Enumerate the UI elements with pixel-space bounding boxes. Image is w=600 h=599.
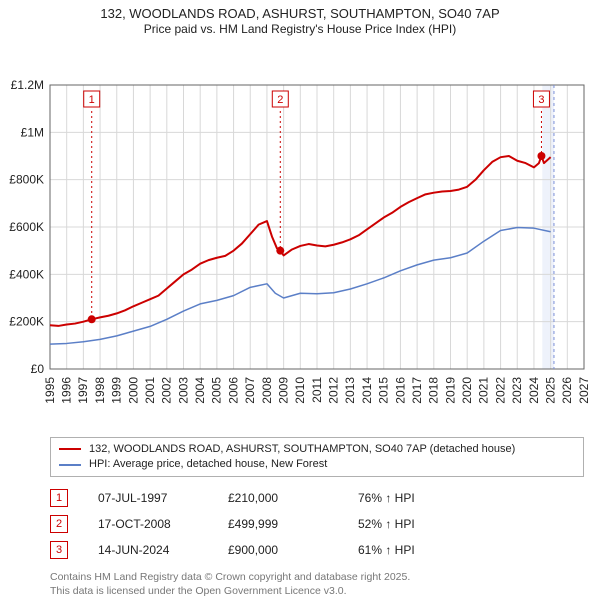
- x-tick-label: 2015: [377, 376, 391, 403]
- y-tick-label: £0: [31, 362, 45, 376]
- x-tick-label: 2004: [193, 376, 207, 403]
- x-tick-label: 2007: [243, 376, 257, 403]
- x-tick-label: 2005: [210, 376, 224, 403]
- marker-dot: [276, 246, 284, 254]
- x-tick-label: 2023: [510, 376, 524, 403]
- x-tick-label: 2002: [160, 376, 174, 403]
- event-row: 1 07-JUL-1997 £210,000 76% ↑ HPI: [50, 485, 584, 511]
- legend-swatch: [59, 448, 81, 450]
- y-tick-label: £600K: [9, 220, 44, 234]
- x-tick-label: 2016: [393, 376, 407, 403]
- x-tick-label: 2018: [427, 376, 441, 403]
- event-price: £900,000: [228, 543, 328, 557]
- x-tick-label: 2022: [493, 376, 507, 403]
- footer-attribution: Contains HM Land Registry data © Crown c…: [50, 571, 584, 598]
- legend-item: HPI: Average price, detached house, New …: [59, 457, 575, 472]
- x-tick-label: 2008: [260, 376, 274, 403]
- x-tick-label: 2019: [443, 376, 457, 403]
- y-tick-label: £1.2M: [11, 78, 44, 92]
- x-tick-label: 2021: [477, 376, 491, 403]
- x-tick-label: 2020: [460, 376, 474, 403]
- legend: 132, WOODLANDS ROAD, ASHURST, SOUTHAMPTO…: [50, 437, 584, 478]
- legend-label: 132, WOODLANDS ROAD, ASHURST, SOUTHAMPTO…: [89, 442, 515, 457]
- x-tick-label: 2011: [310, 376, 324, 402]
- x-tick-label: 2013: [343, 376, 357, 403]
- marker-label: 1: [89, 94, 95, 106]
- legend-swatch: [59, 464, 81, 466]
- y-tick-label: £200K: [9, 314, 44, 328]
- chart-title: 132, WOODLANDS ROAD, ASHURST, SOUTHAMPTO…: [0, 0, 600, 22]
- event-delta: 52% ↑ HPI: [358, 517, 458, 531]
- event-delta: 61% ↑ HPI: [358, 543, 458, 557]
- y-tick-label: £400K: [9, 267, 44, 281]
- x-tick-label: 2003: [176, 376, 190, 403]
- event-date: 17-OCT-2008: [98, 517, 198, 531]
- event-delta: 76% ↑ HPI: [358, 491, 458, 505]
- events-table: 1 07-JUL-1997 £210,000 76% ↑ HPI 2 17-OCT-200…: [50, 485, 584, 563]
- x-tick-label: 2012: [327, 376, 341, 403]
- x-tick-label: 2014: [360, 376, 374, 403]
- x-tick-label: 2026: [560, 376, 574, 403]
- x-tick-label: 2025: [543, 376, 557, 403]
- event-number: 3: [50, 541, 68, 559]
- event-price: £499,999: [228, 517, 328, 531]
- legend-item: 132, WOODLANDS ROAD, ASHURST, SOUTHAMPTO…: [59, 442, 575, 457]
- x-tick-label: 1998: [93, 376, 107, 403]
- y-tick-label: £800K: [9, 172, 44, 186]
- x-tick-label: 2010: [293, 376, 307, 403]
- x-tick-label: 2000: [126, 376, 140, 403]
- x-tick-label: 2009: [276, 376, 290, 403]
- x-tick-label: 1996: [60, 376, 74, 403]
- marker-label: 3: [538, 94, 544, 106]
- marker-label: 2: [277, 94, 283, 106]
- event-date: 07-JUL-1997: [98, 491, 198, 505]
- x-tick-label: 2006: [226, 376, 240, 403]
- event-price: £210,000: [228, 491, 328, 505]
- marker-dot: [537, 152, 545, 160]
- x-tick-label: 2024: [527, 376, 541, 403]
- y-tick-label: £1M: [21, 125, 44, 139]
- x-tick-label: 2027: [577, 376, 591, 403]
- x-tick-label: 1995: [43, 376, 57, 403]
- event-number: 1: [50, 489, 68, 507]
- legend-label: HPI: Average price, detached house, New …: [89, 457, 327, 472]
- chart-container: 132, WOODLANDS ROAD, ASHURST, SOUTHAMPTO…: [0, 0, 600, 590]
- x-tick-label: 1999: [110, 376, 124, 403]
- footer-line-2: This data is licensed under the Open Gov…: [50, 585, 584, 599]
- marker-dot: [88, 315, 96, 323]
- x-tick-label: 2017: [410, 376, 424, 403]
- chart-svg: £0£200K£400K£600K£800K£1M£1.2M1995199619…: [0, 37, 600, 433]
- x-tick-label: 1997: [76, 376, 90, 403]
- event-row: 3 14-JUN-2024 £900,000 61% ↑ HPI: [50, 537, 584, 563]
- chart-subtitle: Price paid vs. HM Land Registry's House …: [0, 22, 600, 36]
- footer-line-1: Contains HM Land Registry data © Crown c…: [50, 571, 584, 585]
- event-date: 14-JUN-2024: [98, 543, 198, 557]
- event-number: 2: [50, 515, 68, 533]
- chart-area: £0£200K£400K£600K£800K£1M£1.2M1995199619…: [0, 37, 600, 433]
- x-tick-label: 2001: [143, 376, 157, 403]
- event-row: 2 17-OCT-2008 £499,999 52% ↑ HPI: [50, 511, 584, 537]
